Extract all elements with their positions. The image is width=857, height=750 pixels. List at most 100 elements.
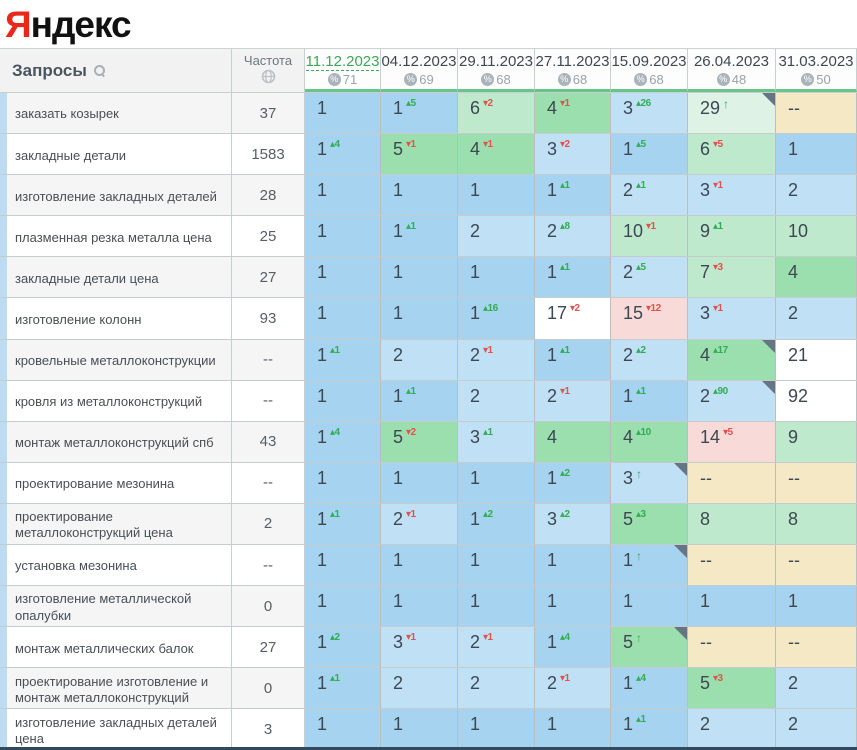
position-cell[interactable]: 3 ▴1 [458, 421, 535, 462]
query-label[interactable]: проектирование изготовление и монтаж мет… [7, 668, 232, 709]
position-cell[interactable]: 2 ▾1 [535, 668, 611, 709]
position-cell[interactable]: 1 [305, 298, 381, 339]
frequency-column-header[interactable]: Частота [232, 49, 305, 92]
position-cell[interactable]: 1 ▴4 [611, 668, 688, 709]
position-cell[interactable]: 1 ▴2 [535, 462, 611, 503]
position-cell[interactable]: 1 [458, 175, 535, 216]
position-cell[interactable]: 6 ▾2 [458, 93, 535, 134]
position-cell[interactable]: 1 ▴4 [305, 421, 381, 462]
position-cell[interactable]: -- [776, 627, 857, 668]
query-label[interactable]: заказать козырек [7, 93, 232, 134]
position-cell[interactable]: 2 [776, 709, 857, 750]
query-label[interactable]: изготовление металлической опалубки [7, 586, 232, 627]
position-cell[interactable]: 2 ▾1 [458, 627, 535, 668]
position-cell[interactable]: 1 ▴4 [535, 627, 611, 668]
position-cell[interactable]: 4 ▴10 [611, 421, 688, 462]
query-label[interactable]: закладные детали цена [7, 257, 232, 298]
position-cell[interactable]: 2 ▾1 [381, 503, 458, 545]
position-cell[interactable]: 29 ↑ [688, 93, 776, 134]
query-label[interactable]: закладные детали [7, 134, 232, 175]
position-cell[interactable]: 2 ▴5 [611, 257, 688, 298]
position-cell[interactable]: 15 ▾12 [611, 298, 688, 339]
position-cell[interactable]: 2 [776, 668, 857, 709]
query-label[interactable]: установка мезонина [7, 545, 232, 586]
position-cell[interactable]: 1 [776, 586, 857, 627]
position-cell[interactable]: 1 ▴1 [305, 339, 381, 380]
position-cell[interactable]: 3 ▴26 [611, 93, 688, 134]
position-cell[interactable]: 5 ▾2 [381, 421, 458, 462]
date-label[interactable]: 15.09.2023 [611, 53, 687, 70]
position-cell[interactable]: 1 [381, 462, 458, 503]
position-cell[interactable]: 3 ▾1 [688, 175, 776, 216]
position-cell[interactable]: 2 ▾1 [535, 380, 611, 421]
position-cell[interactable]: 2 [381, 668, 458, 709]
position-cell[interactable]: 1 [381, 586, 458, 627]
position-cell[interactable]: 9 [776, 421, 857, 462]
position-cell[interactable]: 1 ▴1 [535, 257, 611, 298]
date-label[interactable]: 04.12.2023 [381, 53, 457, 70]
position-cell[interactable]: 6 ▾5 [688, 134, 776, 175]
position-cell[interactable]: 1 ▴5 [611, 134, 688, 175]
position-cell[interactable]: 2 [776, 175, 857, 216]
position-cell[interactable]: 2 [458, 380, 535, 421]
position-cell[interactable]: 1 [458, 462, 535, 503]
position-cell[interactable]: 2 ▴2 [611, 339, 688, 380]
position-cell[interactable]: 1 ▴1 [535, 175, 611, 216]
position-cell[interactable]: 1 ▴5 [381, 93, 458, 134]
position-cell[interactable]: 3 ▾1 [381, 627, 458, 668]
position-cell[interactable]: 1 [305, 586, 381, 627]
position-cell[interactable]: 3 ▴2 [535, 503, 611, 545]
date-label[interactable]: 26.04.2023 [693, 53, 770, 70]
query-label[interactable]: кровельные металлоконструкции [7, 339, 232, 380]
position-cell[interactable]: 1 [381, 257, 458, 298]
query-label[interactable]: монтаж металлоконструкций спб [7, 421, 232, 462]
position-cell[interactable]: 1 [776, 134, 857, 175]
position-cell[interactable]: 10 ▾1 [611, 216, 688, 257]
date-column-header[interactable]: 27.11.2023% 68 [535, 49, 611, 92]
position-cell[interactable]: 1 [458, 586, 535, 627]
date-label[interactable]: 27.11.2023 [535, 53, 610, 70]
position-cell[interactable]: 1 [305, 462, 381, 503]
position-cell[interactable]: 1 [305, 709, 381, 750]
position-cell[interactable]: 14 ▾5 [688, 421, 776, 462]
position-cell[interactable]: 1 [305, 216, 381, 257]
position-cell[interactable]: 1 [458, 257, 535, 298]
position-cell[interactable]: 1 [381, 175, 458, 216]
position-cell[interactable]: 5 ▴3 [611, 503, 688, 545]
position-cell[interactable]: -- [688, 627, 776, 668]
query-label[interactable]: проектирование мезонина [7, 462, 232, 503]
position-cell[interactable]: 3 ▾1 [688, 298, 776, 339]
query-label[interactable]: проектирование металлоконструкций цена [7, 503, 232, 545]
query-label[interactable]: кровля из металлоконструкций [7, 380, 232, 421]
position-cell[interactable]: 2 [776, 298, 857, 339]
position-cell[interactable]: 1 [458, 545, 535, 586]
horizontal-scrollbar[interactable] [0, 747, 857, 750]
position-cell[interactable]: 1 [381, 709, 458, 750]
date-label[interactable]: 29.11.2023 [459, 53, 533, 70]
date-column-header[interactable]: 26.04.2023% 48 [688, 49, 776, 92]
position-cell[interactable]: 3 ▾2 [535, 134, 611, 175]
position-cell[interactable]: 2 [458, 216, 535, 257]
position-cell[interactable]: 5 ↑ [611, 627, 688, 668]
position-cell[interactable]: 1 [305, 380, 381, 421]
position-cell[interactable]: 1 ▴2 [305, 627, 381, 668]
position-cell[interactable]: 1 ▴1 [381, 216, 458, 257]
position-cell[interactable]: -- [776, 93, 857, 134]
position-cell[interactable]: 1 [535, 545, 611, 586]
position-cell[interactable]: 1 [611, 586, 688, 627]
position-cell[interactable]: 1 [305, 545, 381, 586]
position-cell[interactable]: 5 ▾1 [381, 134, 458, 175]
query-label[interactable]: изготовление закладных деталей [7, 175, 232, 216]
position-cell[interactable]: 4 ▾1 [458, 134, 535, 175]
position-cell[interactable]: 1 ▴1 [305, 503, 381, 545]
position-cell[interactable]: 2 [458, 668, 535, 709]
position-cell[interactable]: 4 [535, 421, 611, 462]
date-column-header[interactable]: 11.12.2023% 71 [305, 49, 381, 92]
position-cell[interactable]: 1 [535, 586, 611, 627]
position-cell[interactable]: 3 ↑ [611, 462, 688, 503]
position-cell[interactable]: 1 [535, 709, 611, 750]
position-cell[interactable]: 1 ▴1 [611, 380, 688, 421]
position-cell[interactable]: 92 [776, 380, 857, 421]
query-label[interactable]: изготовление закладных деталей цена [7, 709, 232, 750]
date-column-header[interactable]: 15.09.2023% 68 [611, 49, 688, 92]
